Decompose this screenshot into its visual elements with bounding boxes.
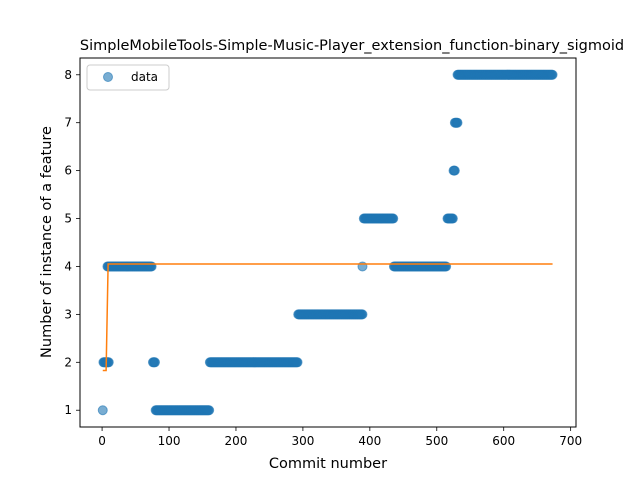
x-tick-label: 500 [425, 434, 448, 448]
axes-frame [79, 57, 577, 428]
y-tick-label: 5 [64, 212, 72, 226]
plot-area [97, 69, 558, 416]
data-point [449, 165, 460, 176]
data-point [204, 405, 215, 416]
legend-marker-data [103, 72, 113, 82]
y-axis-label: Number of instance of a feature [39, 126, 55, 358]
y-tick-label: 6 [64, 164, 72, 178]
x-axis: 0 100 200 300 400 500 600 700 [98, 427, 582, 448]
x-tick-label: 300 [291, 434, 314, 448]
x-tick-label: 100 [158, 434, 181, 448]
fit-line [102, 263, 553, 372]
data-point [292, 357, 303, 368]
data-point [97, 405, 108, 416]
data-point [357, 309, 368, 320]
legend-label-data: data [131, 70, 158, 84]
x-tick-label: 400 [358, 434, 381, 448]
x-tick-label: 700 [559, 434, 582, 448]
data-point [388, 213, 399, 224]
y-tick-label: 3 [64, 307, 72, 321]
x-tick-label: 200 [225, 434, 248, 448]
data-point [149, 357, 160, 368]
x-axis-label: Commit number [269, 456, 387, 472]
legend-box [86, 64, 170, 91]
x-tick-label: 600 [492, 434, 515, 448]
y-tick-label: 2 [64, 355, 72, 369]
legend: data [86, 64, 170, 91]
y-tick-label: 7 [64, 116, 72, 130]
chart-title: SimpleMobileTools-Simple-Music-Player_ex… [80, 38, 624, 54]
y-tick-label: 1 [64, 403, 72, 417]
data-point [447, 213, 458, 224]
data-point [547, 69, 558, 80]
y-tick-label: 4 [64, 259, 72, 273]
data-point [452, 117, 463, 128]
y-tick-label: 8 [64, 68, 72, 82]
y-axis: 1 2 3 4 5 6 7 8 [64, 68, 80, 417]
x-tick-label: 0 [98, 434, 106, 448]
